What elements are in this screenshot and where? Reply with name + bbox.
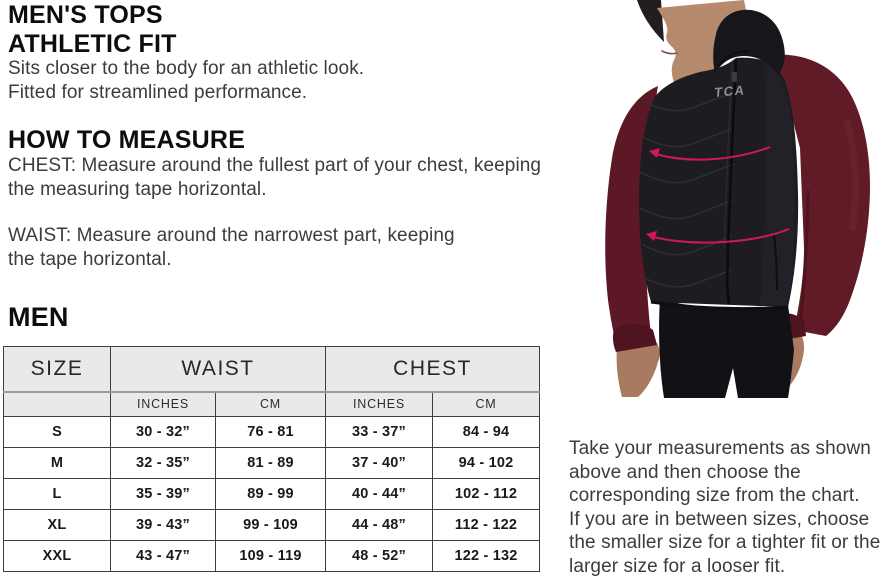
cell-waist-cm: 89 - 99 xyxy=(215,478,326,510)
cell-size: S xyxy=(3,416,111,448)
cell-waist-cm: 109 - 119 xyxy=(215,540,326,572)
subheader-empty xyxy=(3,391,111,417)
model-left-hand xyxy=(612,324,660,397)
cell-size: L xyxy=(3,478,111,510)
fit-description-line1: Sits closer to the body for an athletic … xyxy=(8,58,365,79)
waist-instructions-line1: WAIST: Measure around the narrowest part… xyxy=(8,225,455,246)
cell-chest-inches: 48 - 52” xyxy=(325,540,433,572)
table-subheader-row: INCHES CM INCHES CM xyxy=(3,391,540,417)
cell-chest-inches: 33 - 37” xyxy=(325,416,433,448)
table-header-row: SIZE WAIST CHEST xyxy=(3,346,540,393)
page-title-line1: MEN'S TOPS xyxy=(8,1,163,29)
waist-instructions-line2: the tape horizontal. xyxy=(8,248,172,270)
waist-measurement-line xyxy=(646,228,790,244)
cell-chest-inches: 40 - 44” xyxy=(325,478,433,510)
cell-waist-cm: 81 - 89 xyxy=(215,447,326,479)
chest-instructions-line1: CHEST: Measure around the fullest part o… xyxy=(8,155,542,176)
col-header-size: SIZE xyxy=(3,346,111,393)
subheader-waist-inches: INCHES xyxy=(110,391,216,417)
chest-measurement-line xyxy=(649,146,771,161)
col-header-chest: CHEST xyxy=(325,346,540,393)
cell-waist-inches: 43 - 47” xyxy=(110,540,216,572)
table-row-l: L 35 - 39” 89 - 99 40 - 44” 102 - 112 xyxy=(3,478,540,510)
how-to-measure-heading: HOW TO MEASURE xyxy=(8,126,246,154)
size-chart-table: SIZE WAIST CHEST INCHES CM INCHES CM S 3… xyxy=(3,346,540,572)
table-row-m: M 32 - 35” 81 - 89 37 - 40” 94 - 102 xyxy=(3,447,540,479)
subheader-chest-inches: INCHES xyxy=(325,391,433,417)
cell-chest-inches: 44 - 48” xyxy=(325,509,433,541)
cell-chest-inches: 37 - 40” xyxy=(325,447,433,479)
brand-logo: TCA xyxy=(714,82,746,100)
fit-note-line4: If you are in between sizes, choose xyxy=(569,508,870,530)
men-chart-heading: MEN xyxy=(8,302,69,332)
subheader-waist-cm: CM xyxy=(215,391,326,417)
cell-chest-cm: 102 - 112 xyxy=(432,478,540,510)
cell-waist-inches: 32 - 35” xyxy=(110,447,216,479)
table-row-xl: XL 39 - 43” 99 - 109 44 - 48” 112 - 122 xyxy=(3,509,540,541)
fit-note-line3: corresponding size from the chart. xyxy=(569,485,860,507)
fit-note-line1: Take your measurements as shown xyxy=(569,438,871,459)
table-row-xxl: XXL 43 - 47” 109 - 119 48 - 52” 122 - 13… xyxy=(3,540,540,572)
model-vest xyxy=(639,9,799,311)
col-header-waist: WAIST xyxy=(110,346,326,393)
cell-waist-cm: 76 - 81 xyxy=(215,416,326,448)
subheader-chest-cm: CM xyxy=(432,391,540,417)
waist-instructions: WAIST: Measure around the narrowest part… xyxy=(8,224,455,271)
chest-instructions-line2: the measuring tape horizontal. xyxy=(8,178,267,200)
cell-waist-inches: 35 - 39” xyxy=(110,478,216,510)
cell-waist-inches: 30 - 32” xyxy=(110,416,216,448)
cell-chest-cm: 122 - 132 xyxy=(432,540,540,572)
fit-description: Sits closer to the body for an athletic … xyxy=(8,57,364,104)
cell-chest-cm: 94 - 102 xyxy=(432,447,540,479)
fit-description-line2: Fitted for streamlined performance. xyxy=(8,81,308,103)
fit-note-line5: the smaller size for a tighter fit or th… xyxy=(569,532,881,554)
fit-note: Take your measurements as shown above an… xyxy=(569,437,893,579)
fit-note-line2: above and then choose the xyxy=(569,461,801,483)
cell-waist-inches: 39 - 43” xyxy=(110,509,216,541)
model-trousers xyxy=(659,298,794,398)
page-title: MEN'S TOPS ATHLETIC FIT xyxy=(8,1,177,59)
cell-chest-cm: 84 - 94 xyxy=(432,416,540,448)
chest-instructions: CHEST: Measure around the fullest part o… xyxy=(8,154,541,201)
page-title-line2: ATHLETIC FIT xyxy=(8,30,177,58)
table-row-s: S 30 - 32” 76 - 81 33 - 37” 84 - 94 xyxy=(3,416,540,448)
cell-chest-cm: 112 - 122 xyxy=(432,509,540,541)
cell-size: XL xyxy=(3,509,111,541)
cell-waist-cm: 99 - 109 xyxy=(215,509,326,541)
fit-note-line6: larger size for a looser fit. xyxy=(569,555,786,577)
model-hair xyxy=(637,0,664,42)
cell-size: XXL xyxy=(3,540,111,572)
cell-size: M xyxy=(3,447,111,479)
product-photo: TCA xyxy=(605,0,870,398)
